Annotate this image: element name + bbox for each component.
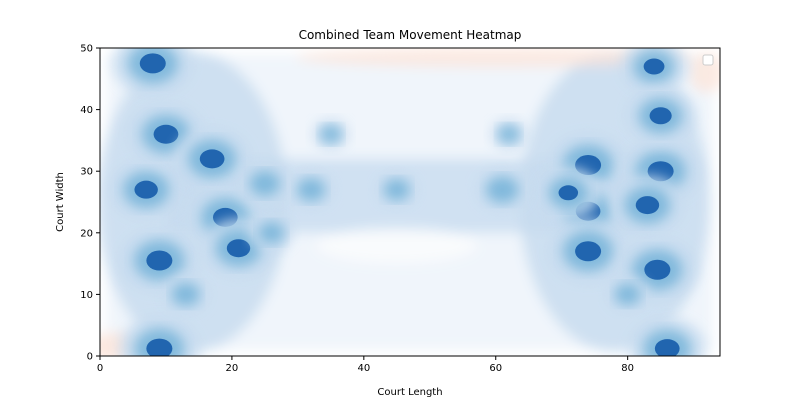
hotspot — [288, 170, 335, 209]
hotspot — [606, 276, 649, 313]
legend-box — [702, 54, 714, 66]
heat-layer — [100, 48, 720, 356]
x-axis-label: Court Length — [377, 387, 442, 398]
hotspot — [240, 163, 290, 204]
x-tick-label: 80 — [621, 363, 634, 374]
hotspot — [112, 48, 193, 96]
hotspot — [628, 317, 706, 356]
x-tick-label: 20 — [226, 363, 239, 374]
y-tick-label: 30 — [80, 167, 93, 178]
hotspot — [620, 48, 688, 94]
hotspot — [475, 168, 529, 212]
hotspot — [625, 87, 696, 144]
plot-frame — [99, 47, 721, 357]
x-axis: 0 20 40 60 80 — [97, 356, 634, 374]
y-tick-label: 10 — [80, 290, 93, 301]
hotspot — [548, 219, 629, 284]
hotspot — [491, 119, 527, 150]
hotspot — [162, 275, 209, 314]
y-tick-label: 20 — [80, 228, 93, 239]
y-tick-label: 50 — [80, 44, 93, 55]
hotspot — [610, 175, 685, 235]
chart-title: Combined Team Movement Heatmap — [299, 28, 522, 42]
density-field — [316, 227, 477, 264]
hotspot — [536, 167, 600, 219]
hotspot — [119, 316, 200, 356]
hotspot — [173, 128, 251, 190]
x-tick-label: 0 — [97, 363, 103, 374]
y-axis-label: Court Width — [55, 172, 66, 232]
hotspot — [312, 119, 349, 150]
y-tick-label: 0 — [87, 352, 93, 363]
hotspot — [109, 160, 183, 220]
x-tick-label: 60 — [489, 363, 502, 374]
y-axis: 0 10 20 30 40 50 — [80, 44, 100, 363]
x-tick-label: 40 — [357, 363, 370, 374]
y-tick-label: 40 — [80, 105, 93, 116]
hotspot — [250, 215, 293, 251]
hotspot — [375, 171, 419, 208]
density-field — [295, 48, 696, 68]
